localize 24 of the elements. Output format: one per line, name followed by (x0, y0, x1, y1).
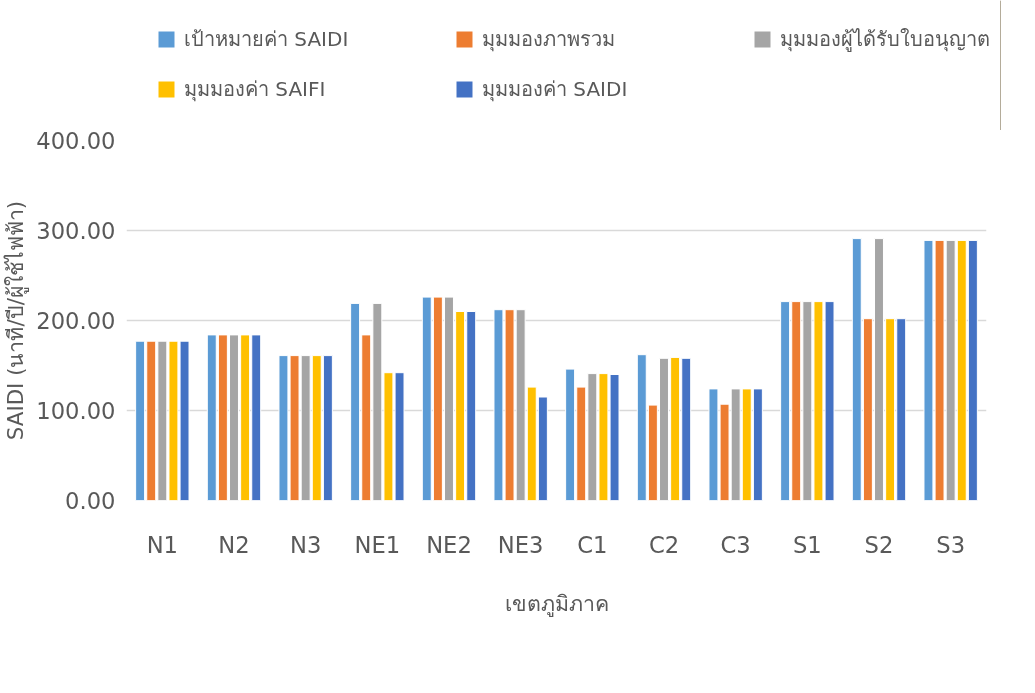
x-tick-label: N2 (218, 531, 250, 558)
x-axis-title: เขตภูมิภาค (504, 590, 609, 617)
x-tick-label: S1 (792, 531, 822, 558)
legend-label: มุมมองค่า SAIDI (482, 76, 629, 104)
x-tick-label: N3 (289, 531, 322, 558)
y-tick-label: 400.00 (36, 128, 116, 154)
legend-label: มุมมองค่า SAIFI (184, 76, 327, 104)
x-tick-label: S3 (936, 531, 966, 558)
x-tick-label: C1 (577, 531, 608, 558)
legend-label: มุมมองภาพรวม (482, 26, 616, 54)
legend-label: เป้าหมายค่า SAIDI (184, 26, 350, 53)
y-tick-label: 300.00 (36, 218, 116, 244)
y-tick-label: 200.00 (36, 308, 116, 334)
x-tick-label: NE3 (497, 531, 544, 558)
y-axis-title: SAIDI (นาที/ปี/ผู้ใช้ไฟฟ้า) (3, 200, 30, 441)
x-tick-label: C3 (720, 531, 751, 558)
x-tick-label: C2 (648, 531, 680, 558)
x-tick-label: NE1 (354, 531, 401, 558)
legend-label: มุมมองผู้ได้รับใบอนุญาต (780, 26, 991, 54)
x-tick-label: NE2 (426, 531, 472, 558)
y-tick-label: 0.00 (65, 488, 116, 514)
x-tick-label: S2 (864, 531, 894, 558)
y-tick-label: 100.00 (36, 398, 116, 424)
x-tick-label: N1 (146, 531, 179, 558)
